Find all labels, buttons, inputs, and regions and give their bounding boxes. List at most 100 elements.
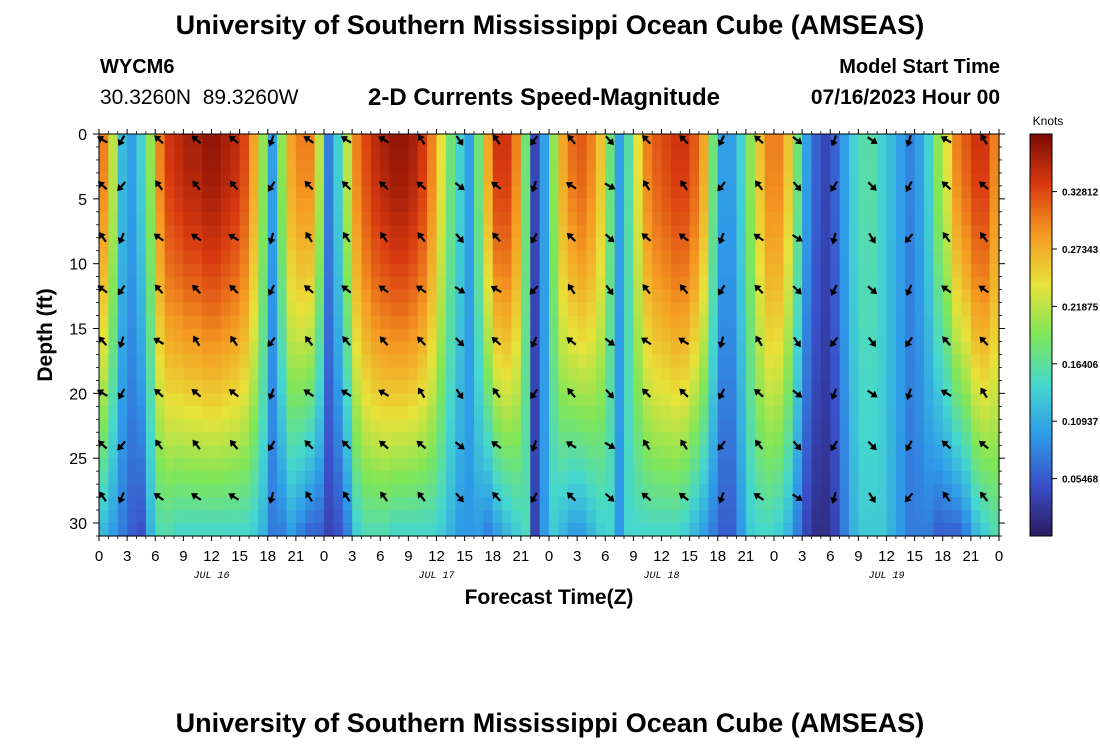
heatmap-cell xyxy=(220,341,231,356)
heatmap-cell xyxy=(127,458,138,472)
heatmap-cell xyxy=(708,380,719,394)
heatmap-cell xyxy=(558,341,569,356)
heatmap-cell xyxy=(502,198,513,213)
heatmap-cell xyxy=(249,250,259,265)
heatmap-cell xyxy=(183,263,194,278)
heatmap-cell xyxy=(511,185,522,200)
heatmap-cell xyxy=(352,484,363,498)
heatmap-cell xyxy=(952,458,963,472)
heatmap-cell xyxy=(183,445,194,459)
heatmap-cell xyxy=(164,224,175,239)
heatmap-cell xyxy=(595,380,606,394)
heatmap-cell xyxy=(970,276,981,291)
heatmap-cell xyxy=(689,250,700,265)
heatmap-cell xyxy=(745,484,756,498)
heatmap-cell xyxy=(511,523,522,537)
heatmap-cell xyxy=(605,250,616,265)
heatmap-cell xyxy=(249,471,259,485)
heatmap-cell xyxy=(230,224,241,239)
heatmap-cell xyxy=(145,315,156,330)
heatmap-cell xyxy=(539,393,550,407)
colorbar-tick-label: 0.27343 xyxy=(1062,245,1099,256)
colorbar: Knots 0.328120.273430.218750.164060.1093… xyxy=(1029,114,1099,537)
heatmap-cell xyxy=(624,497,634,511)
x-tick-label: 18 xyxy=(709,548,726,565)
heatmap-cell xyxy=(174,393,184,407)
heatmap-cell xyxy=(924,302,934,317)
heatmap-cell xyxy=(802,484,813,498)
heatmap-cell xyxy=(99,198,109,213)
heatmap-cell xyxy=(699,419,709,433)
heatmap-cell xyxy=(624,146,634,161)
heatmap-cell xyxy=(586,380,597,394)
heatmap-cell xyxy=(192,432,203,446)
heatmap-cell xyxy=(708,237,719,252)
heatmap-cell xyxy=(567,341,578,356)
heatmap-cell xyxy=(642,224,653,239)
heatmap-cell xyxy=(230,185,241,200)
heatmap-cell xyxy=(455,198,466,213)
heatmap-cell xyxy=(258,159,269,174)
heatmap-cell xyxy=(764,185,775,200)
current-arrow xyxy=(153,492,164,501)
heatmap-cell xyxy=(820,237,831,252)
current-arrow xyxy=(978,285,990,294)
heatmap-cell xyxy=(774,471,784,485)
heatmap-cell xyxy=(905,198,916,213)
heatmap-cell xyxy=(352,159,363,174)
heatmap-cell xyxy=(127,134,138,148)
heatmap-cell xyxy=(361,185,372,200)
heatmap-cell xyxy=(549,146,559,161)
heatmap-cell xyxy=(895,198,906,213)
heatmap-cell xyxy=(464,380,475,394)
heatmap-cell xyxy=(314,250,325,265)
heatmap-cell xyxy=(783,484,794,498)
heatmap-cell xyxy=(239,172,250,187)
heatmap-cell xyxy=(483,134,494,148)
heatmap-cell xyxy=(670,172,681,187)
heatmap-cell xyxy=(558,237,569,252)
heatmap-cell xyxy=(155,341,166,356)
heatmap-cell xyxy=(577,250,588,265)
heatmap-cell xyxy=(699,146,709,161)
heatmap-cell xyxy=(427,497,438,511)
heatmap-cell xyxy=(511,380,522,394)
heatmap-cell xyxy=(811,289,822,304)
heatmap-cell xyxy=(108,134,119,148)
heatmap-cell xyxy=(117,432,128,446)
heatmap-cell xyxy=(689,484,700,498)
heatmap-cell xyxy=(520,471,531,485)
heatmap-cell xyxy=(464,302,475,317)
heatmap-cell xyxy=(239,302,250,317)
heatmap-cell xyxy=(202,198,213,213)
heatmap-cell xyxy=(642,198,653,213)
heatmap-cell xyxy=(680,484,691,498)
heatmap-cell xyxy=(511,237,522,252)
heatmap-cell xyxy=(99,224,109,239)
heatmap-cell xyxy=(952,172,963,187)
heatmap-cell xyxy=(755,237,766,252)
heatmap-cell xyxy=(408,289,419,304)
heatmap-cell xyxy=(539,458,550,472)
heatmap-cell xyxy=(295,341,306,356)
heatmap-cell xyxy=(652,497,663,511)
heatmap-cell xyxy=(783,250,794,265)
heatmap-cell xyxy=(661,510,672,524)
heatmap-cell xyxy=(830,159,841,174)
heatmap-cell xyxy=(202,146,213,161)
heatmap-cell xyxy=(164,497,175,511)
heatmap-cell xyxy=(736,263,747,278)
heatmap-cell xyxy=(605,523,616,537)
heatmap-cell xyxy=(230,367,241,381)
heatmap-cell xyxy=(155,289,166,304)
heatmap-cell xyxy=(886,432,897,446)
current-arrow xyxy=(98,491,107,502)
heatmap-cell xyxy=(727,315,738,330)
heatmap-cell xyxy=(258,302,269,317)
heatmap-cell xyxy=(352,458,363,472)
heatmap-cell xyxy=(239,134,250,148)
heatmap-cell xyxy=(970,172,981,187)
heatmap-cell xyxy=(605,172,616,187)
heatmap-cell xyxy=(370,198,381,213)
heatmap-cell xyxy=(642,237,653,252)
